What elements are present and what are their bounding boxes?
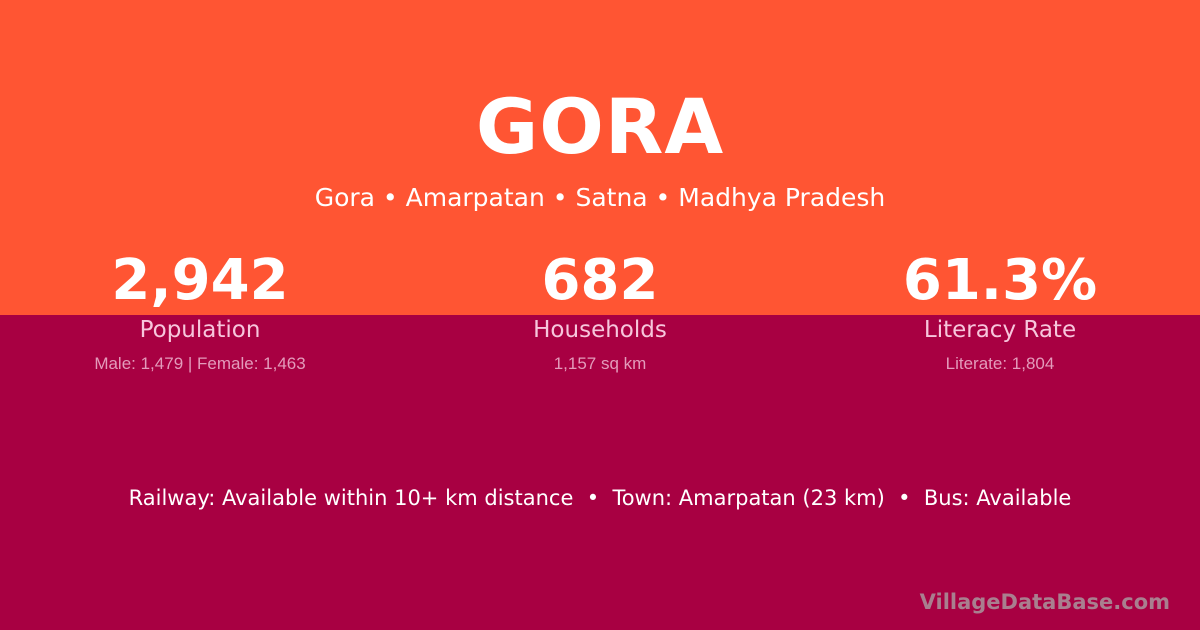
stat-detail: Literate: 1,804: [945, 354, 1055, 373]
village-title: GORA: [475, 82, 725, 171]
stat-literacy: 61.3% Literacy Rate Literate: 1,804: [800, 248, 1200, 374]
stat-population: 2,942 Population Male: 1,479 | Female: 1…: [0, 248, 400, 374]
brand-watermark: VillageDataBase.com: [919, 590, 1170, 614]
stat-value: 61.3%: [902, 248, 1098, 313]
stat-detail: 1,157 sq km: [553, 354, 647, 373]
connectivity-info: Railway: Available within 10+ km distanc…: [128, 486, 1072, 510]
stat-households: 682 Households 1,157 sq km: [400, 248, 800, 374]
stat-label: Literacy Rate: [923, 317, 1077, 343]
location-breadcrumb: Gora • Amarpatan • Satna • Madhya Prades…: [314, 183, 886, 212]
stat-value: 2,942: [111, 248, 289, 313]
header-band: [0, 0, 1200, 315]
stat-value: 682: [541, 248, 659, 313]
stat-detail: Male: 1,479 | Female: 1,463: [94, 354, 306, 373]
stat-label: Population: [139, 317, 261, 343]
stat-label: Households: [533, 317, 667, 343]
body-band: [0, 315, 1200, 630]
